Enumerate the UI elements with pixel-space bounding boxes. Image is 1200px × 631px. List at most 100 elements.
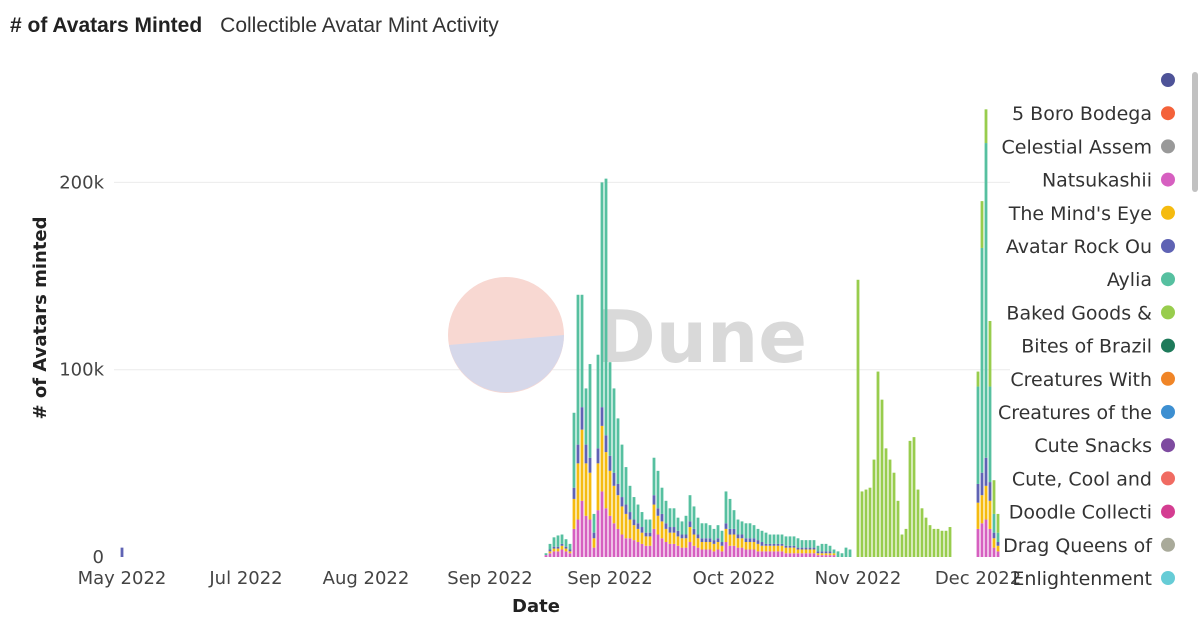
bar-segment: [548, 551, 552, 554]
bar-segment: [832, 555, 836, 557]
bar-segment: [588, 519, 592, 557]
bar-segment: [648, 519, 652, 533]
legend-item[interactable]: Cute, Cool and: [1012, 468, 1175, 490]
bar-segment: [764, 532, 768, 544]
bar-segment: [596, 448, 600, 464]
bar-segment: [588, 364, 592, 458]
bar-segment: [644, 545, 648, 557]
bar-segment: [884, 448, 888, 557]
bar-segment: [992, 538, 996, 548]
bar-segment: [552, 537, 556, 547]
bar-segment: [796, 547, 800, 550]
bar-segment: [800, 553, 804, 557]
bar-segment: [748, 542, 752, 550]
bar-segment: [928, 525, 932, 557]
legend-item[interactable]: Creatures With: [1010, 369, 1175, 391]
bar-segment: [584, 515, 588, 557]
x-tick-label: Sep 2022: [567, 568, 652, 589]
bar-segment: [564, 548, 568, 552]
bar-segment: [760, 530, 764, 543]
legend-label: Cute, Cool and: [1012, 468, 1152, 490]
bar-segment: [712, 543, 716, 552]
bar-segment: [568, 549, 572, 552]
bar-segment: [672, 543, 676, 557]
legend-item[interactable]: Creatures of the: [998, 402, 1175, 424]
bar-segment: [940, 530, 944, 557]
bar-segment: [548, 543, 552, 550]
legend-item[interactable]: The Mind's Eye: [1008, 203, 1175, 225]
bar-segment: [816, 545, 820, 552]
bar-segment: [996, 545, 1000, 552]
bar-segment: [784, 545, 788, 548]
bar-segment: [608, 455, 612, 471]
bar-segment: [992, 547, 996, 557]
x-tick-label: Aug 2022: [323, 568, 410, 589]
bar-segment: [664, 528, 668, 543]
bar-segment: [772, 545, 776, 552]
bar-segment: [808, 540, 812, 548]
legend-scrollbar[interactable]: [1192, 72, 1198, 192]
legend-item[interactable]: Aylia: [1107, 269, 1175, 291]
bar-segment: [564, 551, 568, 557]
legend-label: The Mind's Eye: [1008, 203, 1152, 225]
legend-item[interactable]: [1161, 73, 1175, 87]
bar-segment: [688, 521, 692, 528]
bar-segment: [736, 519, 740, 535]
x-tick-label: Sep 2022: [447, 568, 532, 589]
bar-segment: [728, 545, 732, 557]
bar-segment: [780, 543, 784, 546]
bar-segment: [692, 506, 696, 529]
bar-segment: [688, 542, 692, 557]
bar-segment: [120, 547, 124, 557]
bar-segment: [912, 437, 916, 557]
bar-segment: [708, 542, 712, 550]
legend-item[interactable]: 5 Boro Bodega: [1012, 103, 1175, 125]
bar-segment: [996, 532, 1000, 543]
legend-item[interactable]: Celestial Assem: [1001, 136, 1175, 158]
bar-segment: [592, 538, 596, 548]
legend-label: Aylia: [1107, 269, 1152, 291]
bar-segment: [932, 528, 936, 557]
bar-segment: [704, 538, 708, 543]
legend-label: Creatures With: [1010, 369, 1152, 391]
legend-item[interactable]: Cute Snacks: [1034, 435, 1175, 457]
bar-segment: [796, 549, 800, 554]
bar-segment: [744, 549, 748, 557]
bar-segment: [692, 545, 696, 557]
bar-segment: [648, 545, 652, 557]
bar-segment: [712, 551, 716, 557]
legend-item[interactable]: Bites of Brazil: [1021, 336, 1175, 358]
bar-segment: [556, 535, 560, 547]
bar-segment: [680, 547, 684, 557]
bar-segment: [880, 399, 884, 557]
bar-segment: [748, 523, 752, 539]
bar-segment: [584, 444, 588, 464]
legend-swatch: [1161, 305, 1175, 320]
legend-item[interactable]: Enlightenment: [1012, 568, 1175, 590]
legend-item[interactable]: Avatar Rock Ou: [1006, 236, 1175, 258]
legend[interactable]: 5 Boro Bodega Celestial Assem Natsukashii T…: [998, 73, 1175, 590]
bar-segment: [604, 452, 608, 509]
bar-segment: [628, 512, 632, 520]
legend-swatch: [1161, 139, 1175, 154]
bar-segment: [768, 545, 772, 552]
bar-segment: [660, 521, 664, 539]
legend-item[interactable]: Baked Goods &: [1006, 302, 1175, 324]
legend-item[interactable]: Doodle Collecti: [1009, 502, 1175, 524]
bar-segment: [652, 495, 656, 505]
bar-segment: [724, 491, 728, 524]
bar-segment: [720, 551, 724, 557]
legend-item[interactable]: Natsukashii: [1042, 170, 1175, 192]
x-tick-label: Nov 2022: [815, 568, 902, 589]
bar-segment: [752, 549, 756, 557]
bar-segment: [684, 538, 688, 548]
legend-item[interactable]: Drag Queens of: [1003, 535, 1175, 557]
legend-label: Cute Snacks: [1034, 435, 1152, 457]
bar-segment: [688, 495, 692, 522]
bar-segment: [676, 530, 680, 537]
bar-segment: [708, 549, 712, 557]
bar-segment: [992, 532, 996, 539]
bar-segment: [664, 500, 668, 524]
legend-scrollbar-thumb[interactable]: [1192, 72, 1198, 192]
bar-segment: [916, 489, 920, 557]
